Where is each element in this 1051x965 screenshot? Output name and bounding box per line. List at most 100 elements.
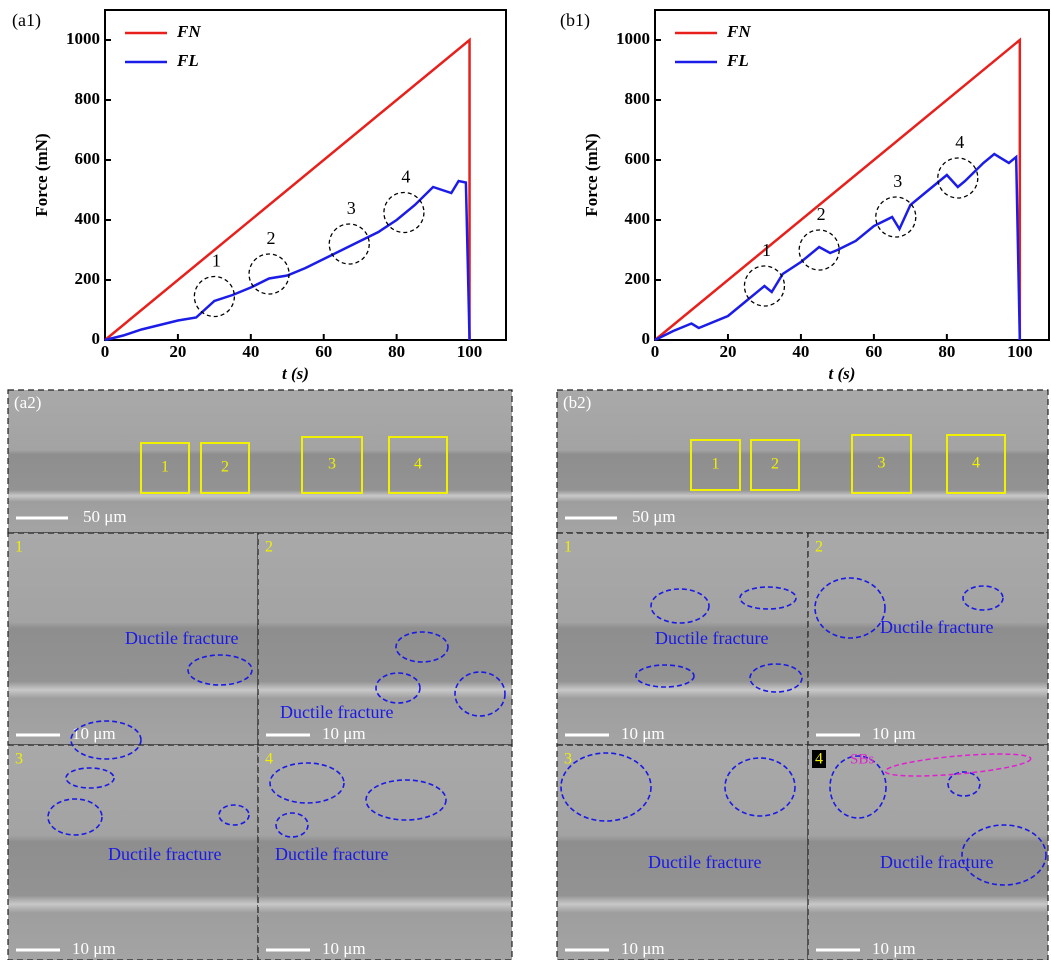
x-tick-label: 20 (719, 342, 736, 361)
fracture-ellipse (739, 586, 797, 610)
scale-text: 50 μm (83, 507, 127, 526)
fracture-ellipse (829, 755, 887, 819)
caption: Ductile fracture (108, 844, 221, 864)
x-tick-label: 40 (792, 342, 809, 361)
region-box (750, 439, 800, 491)
fracture-ellipse (947, 771, 981, 797)
y-tick-label: 400 (75, 209, 101, 228)
fracture-ellipse (47, 798, 103, 836)
x-tick-label: 0 (101, 342, 110, 361)
scale-text: 10 μm (621, 939, 665, 958)
annotation-circle (193, 275, 236, 318)
annotation-label: 1 (212, 251, 221, 271)
scale-text: 10 μm (872, 939, 916, 958)
panel-number: 1 (15, 539, 23, 556)
detail-image (8, 745, 258, 960)
fracture-ellipse (560, 752, 652, 822)
detail-frame (556, 532, 809, 746)
fracture-ellipse (395, 631, 449, 663)
annotation-label: 1 (762, 240, 771, 260)
y-tick-label: 800 (625, 89, 651, 108)
region-box (140, 442, 190, 494)
x-tick-label: 100 (457, 342, 483, 361)
legend-label: FN (176, 22, 201, 41)
annotation-circle (743, 265, 786, 307)
x-axis-label: t (s) (829, 364, 856, 383)
y-axis-label: Force (mN) (582, 133, 601, 216)
region-box (301, 436, 363, 494)
fracture-ellipse (218, 804, 250, 826)
scale-text: 10 μm (72, 724, 116, 743)
scale-text: 10 μm (872, 724, 916, 743)
annotation-label: 3 (347, 198, 356, 218)
y-tick-label: 0 (92, 329, 101, 348)
panel-number: 2 (815, 539, 823, 556)
x-tick-label: 60 (865, 342, 882, 361)
detail-image (557, 533, 808, 745)
region-box (200, 442, 250, 494)
legend-label: FL (176, 51, 199, 70)
fracture-ellipse (65, 767, 115, 789)
fracture-ellipse (70, 720, 142, 760)
panel-number: 2 (265, 539, 273, 556)
x-axis-label: t (s) (282, 364, 309, 383)
caption: Ductile fracture (880, 852, 993, 872)
y-tick-label: 800 (75, 89, 101, 108)
detail-image (808, 533, 1048, 745)
fracture-ellipse (650, 588, 710, 624)
y-tick-label: 1000 (66, 29, 100, 48)
region-label: 2 (221, 459, 229, 476)
x-tick-label: 40 (242, 342, 259, 361)
x-tick-label: 0 (651, 342, 660, 361)
overview-label: (a2) (14, 393, 41, 412)
annotation-label: 2 (817, 204, 826, 224)
series-line (654, 37, 1022, 341)
panel-number: 3 (15, 751, 23, 768)
annotation-label: 4 (401, 167, 410, 187)
fracture-ellipse (635, 664, 695, 688)
x-tick-label: 60 (315, 342, 332, 361)
region-label: 1 (161, 459, 169, 476)
region-label: 4 (972, 455, 980, 472)
region-label: 2 (771, 456, 779, 473)
y-axis-label: Force (mN) (32, 133, 51, 216)
detail-image (808, 745, 1048, 960)
overview-image (8, 390, 512, 533)
annotation-label: 2 (267, 228, 276, 248)
region-label: 4 (414, 456, 422, 473)
label-bg (812, 750, 826, 768)
panel-number: 1 (564, 539, 572, 556)
legend-label: FL (726, 51, 749, 70)
annotation-circle (875, 196, 917, 238)
overview-frame (556, 389, 1049, 534)
overview-image (557, 390, 1048, 533)
series-line (654, 152, 1022, 342)
y-tick-label: 400 (625, 209, 651, 228)
y-tick-label: 1000 (616, 29, 650, 48)
overview-label: (b2) (563, 393, 591, 412)
fracture-ellipse (375, 672, 421, 704)
region-box (946, 434, 1006, 494)
x-tick-label: 80 (938, 342, 955, 361)
fracture-ellipse (454, 671, 506, 717)
y-tick-label: 0 (642, 329, 651, 348)
plot-frame (654, 9, 1050, 341)
scale-text: 10 μm (322, 724, 366, 743)
overview-frame (7, 389, 513, 534)
detail-image (8, 533, 258, 745)
scale-text: 10 μm (72, 939, 116, 958)
region-label: 3 (878, 455, 886, 472)
annotation-circle (248, 253, 290, 295)
annotation-circle (328, 223, 370, 265)
y-tick-label: 600 (625, 149, 651, 168)
fracture-ellipse (724, 757, 796, 817)
fracture-ellipse (187, 654, 253, 686)
panel-number: 3 (564, 751, 572, 768)
annotation-circle (798, 229, 840, 271)
annotation-label: 4 (955, 132, 964, 152)
caption: Ductile fracture (275, 844, 388, 864)
y-tick-label: 200 (625, 269, 651, 288)
detail-image (258, 533, 512, 745)
series-line (104, 37, 471, 341)
region-label: 3 (328, 456, 336, 473)
